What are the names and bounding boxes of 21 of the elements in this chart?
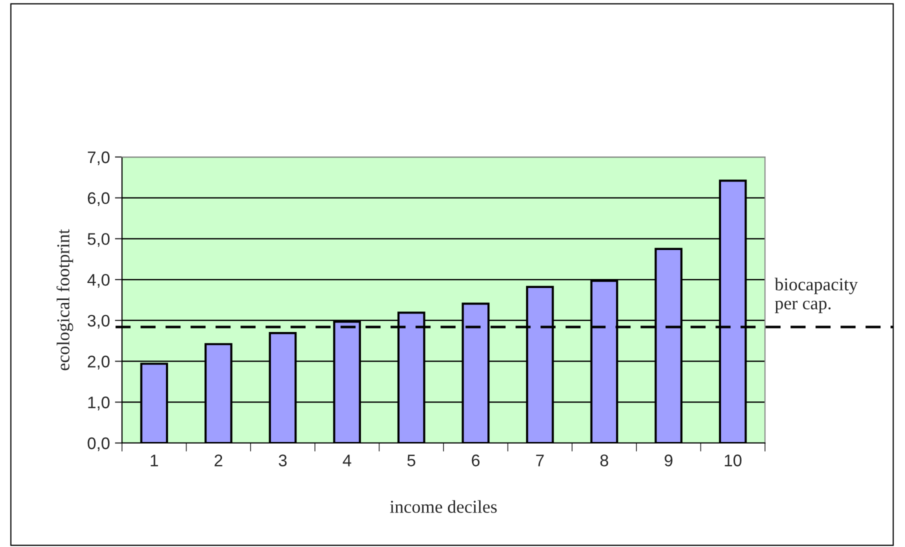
y-tick-label: 7,0: [88, 151, 110, 166]
y-tick-label: 3,0: [88, 314, 110, 329]
x-tick-label: 2: [214, 454, 222, 466]
x-tick-label: 10: [724, 454, 742, 466]
x-tick-label: 5: [407, 454, 416, 466]
y-tick-label: 1,0: [88, 396, 110, 410]
ref-line-label: biocapacity per cap.: [774, 278, 858, 314]
y-tick-label: 5,0: [88, 233, 110, 247]
y-tick-label: 0,0: [88, 437, 110, 452]
x-tick-label: 8: [600, 454, 608, 466]
y-axis-title: ecological footprint: [56, 229, 74, 370]
x-tick-label: 6: [472, 454, 480, 466]
y-tick-label: 2,0: [88, 356, 110, 370]
y-tick-label: 4,0: [87, 274, 110, 288]
y-tick-label: 6,0: [88, 192, 110, 206]
x-tick-label: 3: [278, 454, 287, 466]
x-axis-title: income deciles: [390, 500, 497, 513]
x-tick-label: 1: [150, 454, 158, 466]
x-tick-label: 4: [342, 454, 352, 466]
x-tick-label: 7: [536, 454, 544, 466]
x-tick-label: 9: [664, 454, 672, 466]
